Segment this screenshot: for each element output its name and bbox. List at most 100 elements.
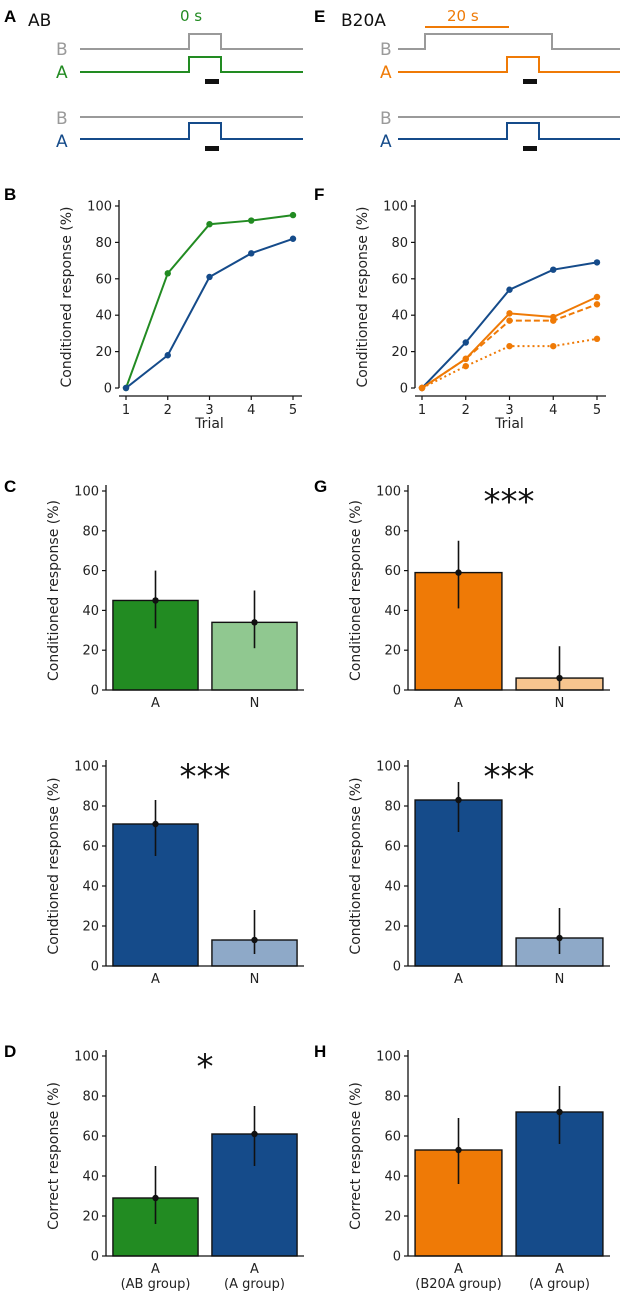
y-tick-label: 20 bbox=[384, 1210, 401, 1225]
panel-label-f: F bbox=[314, 185, 324, 204]
y-axis-label: Conditioned response (%) bbox=[59, 206, 75, 387]
x-category-label: A bbox=[454, 1262, 463, 1277]
data-point bbox=[289, 235, 297, 242]
x-category-label: A bbox=[454, 696, 463, 711]
panel-label-g: G bbox=[314, 477, 327, 496]
chart-b: 0 20 40 60 80 100 Conditioned response (%) 1 2 3 4… bbox=[59, 200, 302, 432]
y-tick-label: 60 bbox=[95, 272, 112, 287]
significance-marker: * bbox=[197, 1047, 214, 1087]
x-tick-label: 4 bbox=[247, 403, 255, 418]
y-tick-label: 20 bbox=[95, 345, 112, 360]
y-tick-label: 100 bbox=[376, 1050, 401, 1065]
y-tick-label: 80 bbox=[384, 800, 401, 815]
panel-label-a: A bbox=[4, 7, 16, 26]
mean-point bbox=[251, 619, 258, 626]
x-category-sublabel: (B20A group) bbox=[415, 1277, 501, 1292]
data-point bbox=[550, 317, 557, 324]
data-point bbox=[248, 217, 255, 224]
y-tick-label: 40 bbox=[384, 604, 401, 619]
schematic-label-b-control: B bbox=[56, 109, 68, 129]
y-tick-label: 80 bbox=[384, 524, 401, 539]
stimulus-b-trace bbox=[80, 33, 303, 50]
x-category-sublabel: (A group) bbox=[224, 1277, 285, 1292]
y-tick-label: 80 bbox=[82, 1090, 99, 1105]
x-axis-label: Trial bbox=[194, 416, 224, 432]
data-point bbox=[462, 355, 469, 363]
y-tick-label: 0 bbox=[393, 960, 401, 975]
schematic-label-a-right-control: A bbox=[380, 132, 392, 152]
y-tick-label: 60 bbox=[384, 564, 401, 579]
data-point bbox=[593, 293, 601, 301]
stimulus-a-trace bbox=[80, 56, 303, 73]
series-line-ab bbox=[125, 214, 294, 389]
data-point bbox=[593, 259, 601, 266]
y-tick-label: 20 bbox=[82, 920, 99, 935]
data-point bbox=[593, 335, 601, 343]
x-category-label: N bbox=[250, 696, 260, 711]
y-tick-label: 100 bbox=[74, 485, 99, 500]
y-tick-label: 20 bbox=[82, 644, 99, 659]
y-tick-label: 80 bbox=[82, 524, 99, 539]
schematic-label-b-right: B bbox=[380, 40, 392, 60]
y-tick-label: 40 bbox=[384, 1170, 401, 1185]
data-point bbox=[506, 317, 513, 324]
schematic-label-a: A bbox=[56, 63, 68, 83]
x-tick-label: 5 bbox=[289, 403, 297, 418]
y-axis-label: Conditioned response (%) bbox=[355, 206, 371, 387]
schematic-label-a-right: A bbox=[380, 63, 392, 83]
y-tick-label: 60 bbox=[384, 840, 401, 855]
y-tick-label: 20 bbox=[82, 1210, 99, 1225]
data-point bbox=[206, 273, 213, 281]
y-tick-label: 40 bbox=[95, 309, 112, 324]
y-axis-label: Condtioned response (%) bbox=[46, 777, 62, 954]
y-tick-label: 20 bbox=[391, 345, 408, 360]
y-tick-label: 0 bbox=[393, 1250, 401, 1265]
x-category-label: A bbox=[250, 1262, 259, 1277]
y-tick-label: 60 bbox=[82, 1130, 99, 1145]
series-line-a bbox=[421, 261, 598, 389]
panel-label-d: D bbox=[4, 1042, 16, 1061]
y-tick-label: 80 bbox=[95, 236, 112, 251]
y-axis-label: Condtioned response (%) bbox=[348, 777, 364, 954]
y-tick-label: 0 bbox=[91, 1250, 99, 1265]
mean-point bbox=[251, 1130, 258, 1138]
schematic-delay-b20a: 20 s bbox=[447, 7, 479, 25]
series-line-b20a-dotted bbox=[421, 337, 598, 389]
x-category-label: A bbox=[454, 972, 463, 987]
data-point bbox=[550, 266, 557, 273]
y-axis-label: Conditioned response (%) bbox=[46, 500, 62, 681]
x-tick-label: 4 bbox=[549, 403, 557, 418]
mean-point bbox=[556, 934, 563, 942]
y-tick-label: 100 bbox=[376, 485, 401, 500]
schematic-label-b: B bbox=[56, 40, 68, 60]
y-tick-label: 40 bbox=[384, 880, 401, 895]
schematic-title-b20a: B20A bbox=[341, 11, 386, 31]
schematic-delay-ab: 0 s bbox=[180, 7, 202, 25]
x-category-label: A bbox=[151, 972, 160, 987]
schematic-title-ab: AB bbox=[28, 11, 51, 31]
mean-point bbox=[556, 1108, 563, 1116]
data-point bbox=[462, 339, 469, 346]
x-axis-label: Trial bbox=[494, 416, 524, 432]
x-tick-label: 5 bbox=[593, 403, 601, 418]
y-tick-label: 100 bbox=[87, 200, 112, 215]
y-tick-label: 60 bbox=[391, 272, 408, 287]
panel-label-h: H bbox=[314, 1042, 326, 1061]
data-point bbox=[206, 221, 213, 228]
y-tick-label: 0 bbox=[400, 382, 408, 397]
chart-f: 0 20 40 60 80 100 Conditioned response (%) 1 2 3 4… bbox=[355, 200, 606, 432]
mean-point bbox=[152, 597, 159, 604]
data-point bbox=[506, 310, 513, 317]
x-category-label: N bbox=[555, 972, 565, 987]
data-point bbox=[593, 301, 601, 308]
x-tick-label: 1 bbox=[418, 403, 426, 418]
y-tick-label: 100 bbox=[74, 1050, 99, 1065]
x-category-label: N bbox=[250, 972, 260, 987]
y-tick-label: 100 bbox=[376, 760, 401, 775]
y-axis-label: Correct response (%) bbox=[46, 1082, 62, 1230]
us-marker bbox=[205, 79, 219, 84]
y-tick-label: 0 bbox=[91, 960, 99, 975]
data-point bbox=[550, 342, 557, 350]
